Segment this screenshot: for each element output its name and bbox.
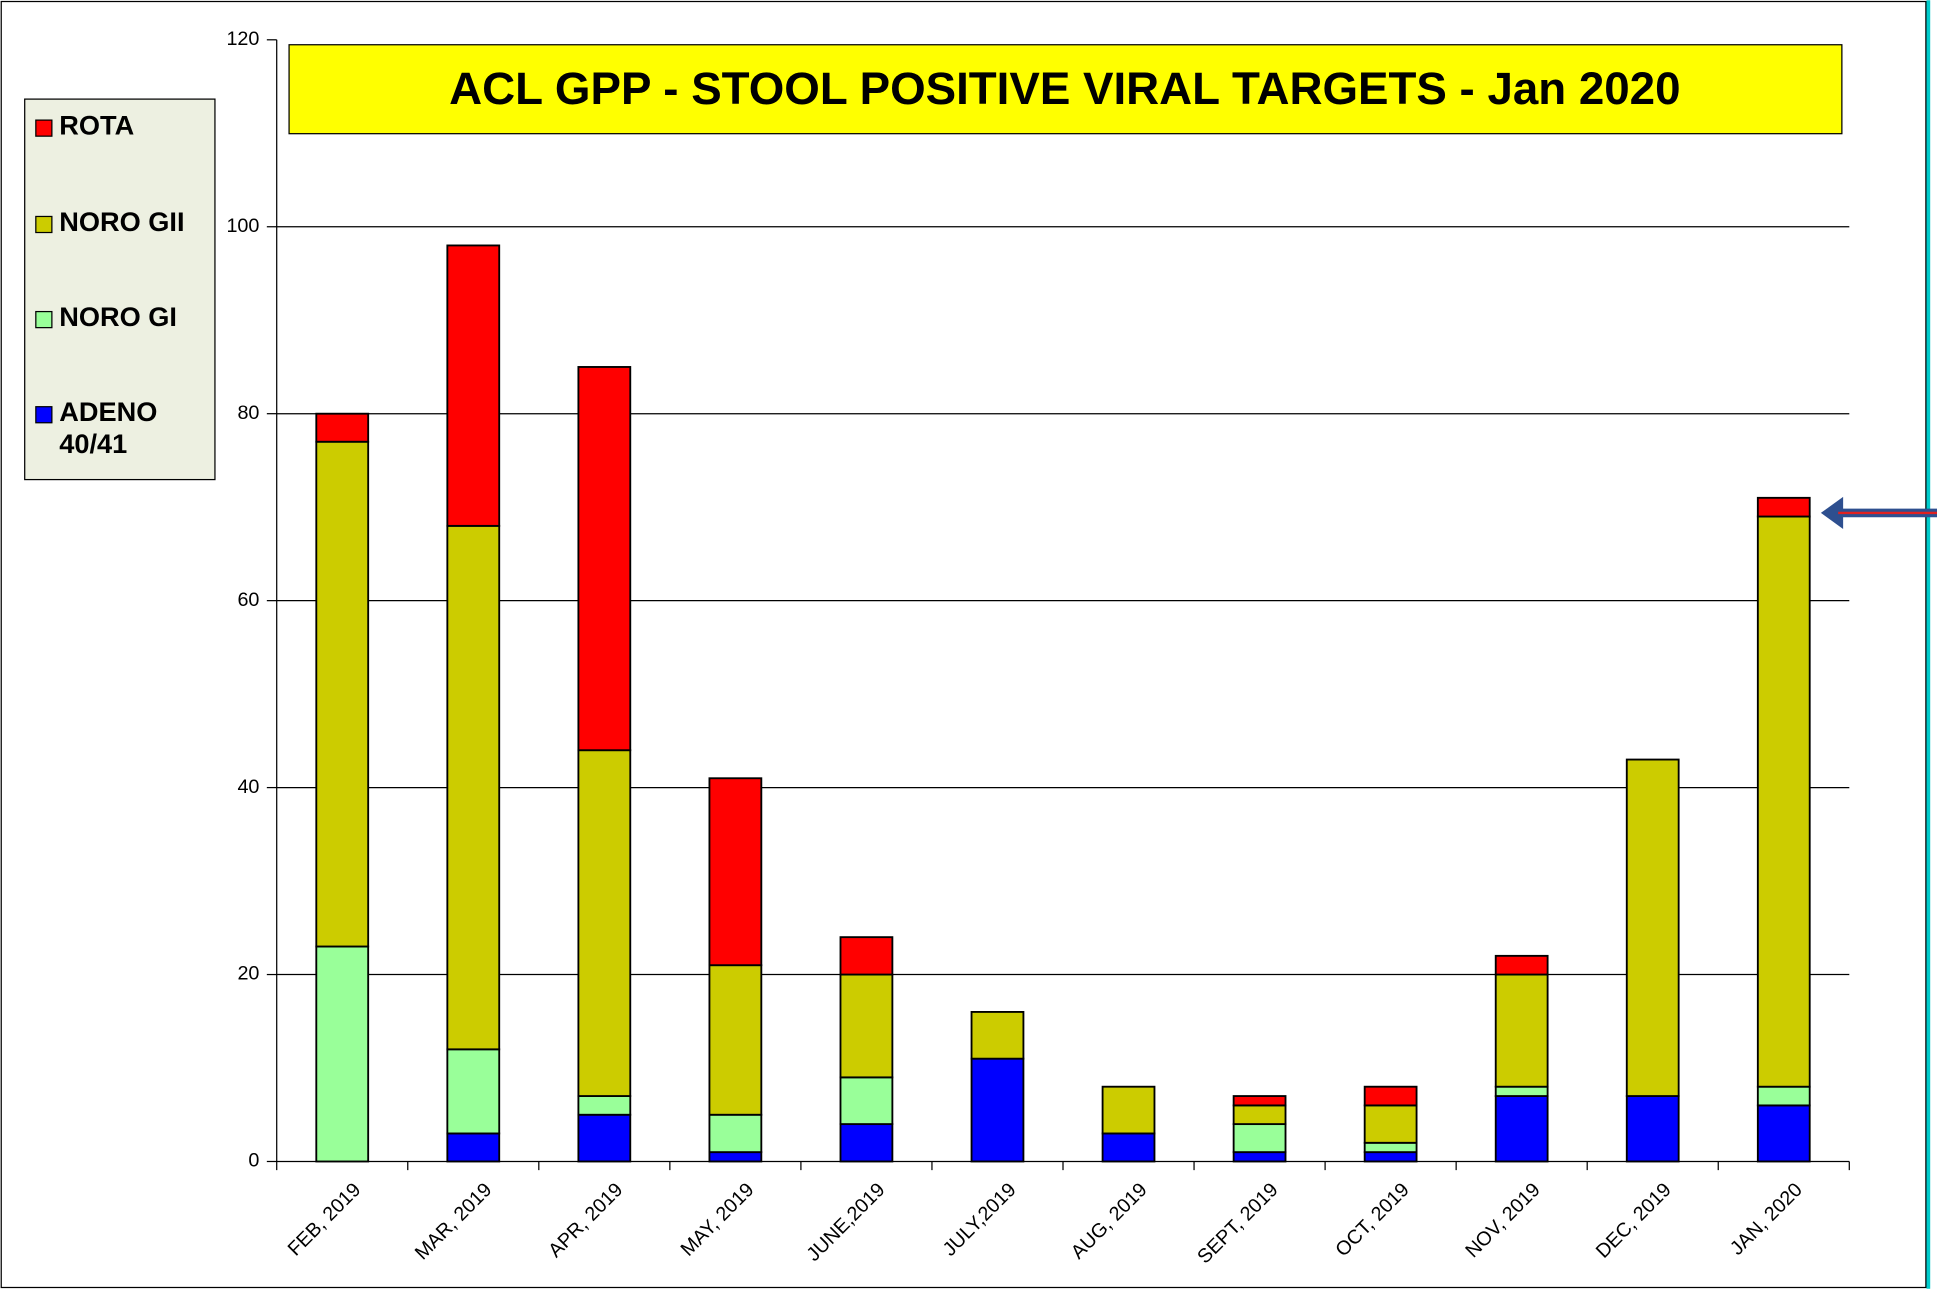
legend-swatch [35,310,53,329]
arrow [1820,496,1937,529]
bar-segment [1494,954,1549,976]
y-tick-label: 40 [237,776,259,798]
bar-segment [1625,758,1680,1097]
y-tick-label: 80 [237,402,259,424]
bar-segment [1232,1095,1287,1107]
y-tick-label: 120 [226,28,259,50]
title-box [288,44,1843,135]
bar-segment [1232,1104,1287,1126]
bar-segment [315,945,370,1163]
legend-label: NORO GII [59,206,184,237]
bar-segment [970,1011,1025,1060]
bar-segment [1363,1151,1418,1163]
bar-segment [1756,515,1811,1088]
bar-segment [1494,1085,1549,1097]
bar-segment [1756,496,1811,518]
bar-segment [839,1123,894,1163]
bar-segment [708,1113,763,1154]
y-tick-label: 60 [237,589,259,611]
bar-segment [446,1132,501,1163]
y-tick-label: 100 [226,215,259,237]
bar-segment [1756,1085,1811,1107]
bar-segment [970,1057,1025,1163]
bar-segment [577,366,632,752]
bar-segment [1101,1132,1156,1163]
bar-segment [577,749,632,1097]
bar-segment [1494,973,1549,1088]
y-tick-label: 0 [248,1150,259,1172]
bar-segment [1756,1104,1811,1163]
bar-segment [708,964,763,1116]
bar-segment [1232,1151,1287,1163]
bar-segment [1625,1095,1680,1163]
legend-swatch [35,406,53,424]
bar-segment [839,936,894,976]
bar-segment [1232,1123,1287,1154]
bar-segment [839,973,894,1079]
legend-swatch [35,119,53,137]
chart-title: ACL GPP - STOOL POSITIVE VIRAL TARGETS -… [449,63,1680,114]
legend-box [24,98,216,481]
bar-segment [1363,1141,1418,1154]
bar-segment [446,1048,501,1135]
bar-segment [315,412,370,443]
bar-segment [708,1151,763,1163]
bar-segment [839,1076,894,1126]
bar-segment [1363,1104,1418,1144]
bar-segment [446,524,501,1051]
legend-label: ROTA [59,110,134,141]
bar-segment [708,777,763,967]
legend-label: NORO GI [59,301,177,332]
bar-segment [1101,1085,1156,1135]
bar-segment [577,1113,632,1163]
bar-segment [446,244,501,527]
bar-segment [315,440,370,948]
bar-segment [1494,1095,1549,1163]
bar-segment [1363,1085,1418,1107]
legend-swatch [35,215,53,234]
legend-label: ADENO 40/41 [59,396,165,459]
y-tick-label: 20 [237,963,259,985]
bar-segment [577,1095,632,1116]
